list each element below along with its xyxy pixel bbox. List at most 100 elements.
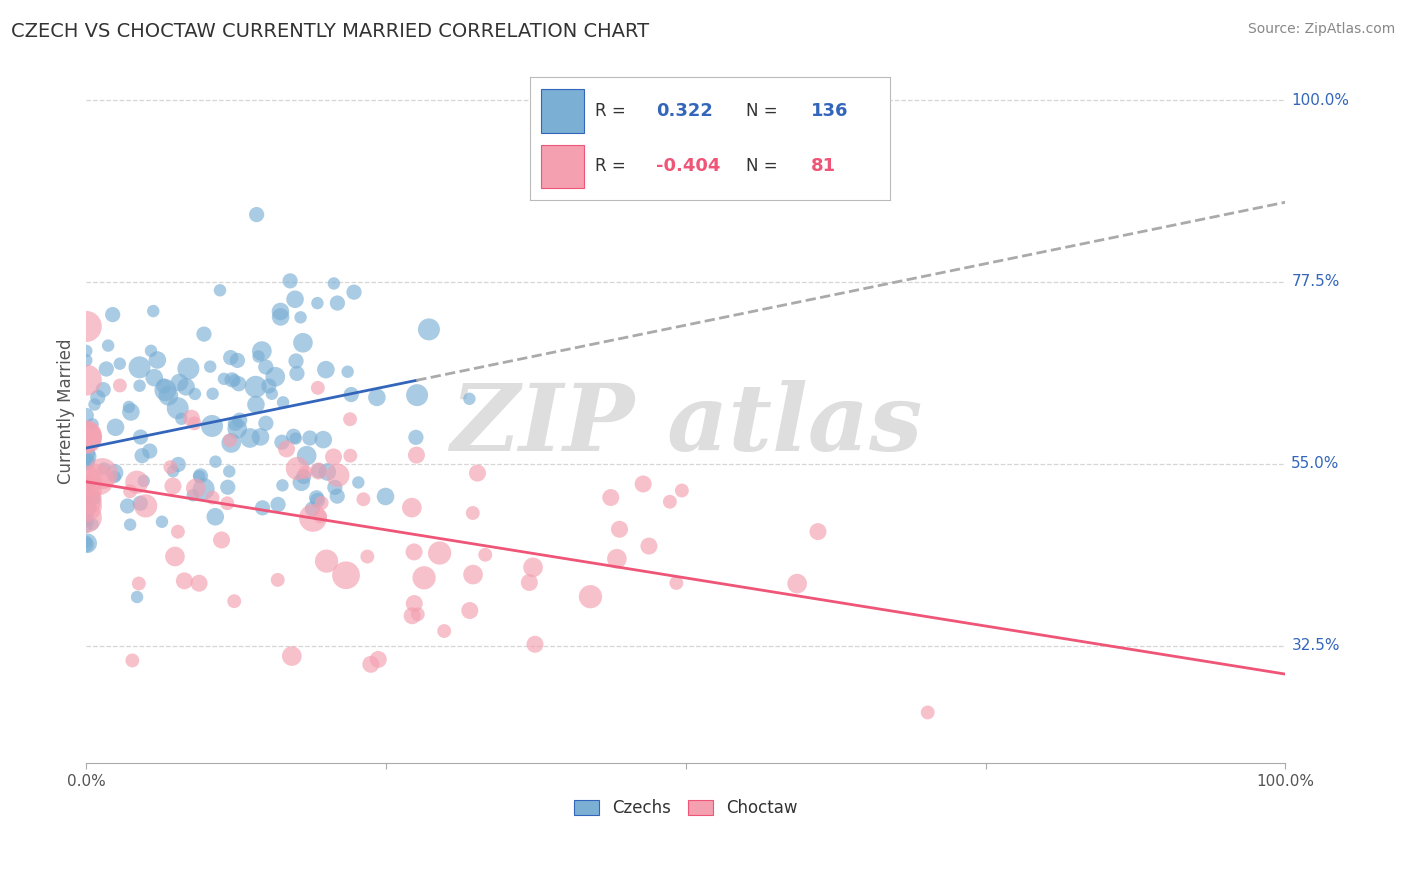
Point <box>201 386 224 401</box>
Point <box>75 510 97 524</box>
Point <box>658 494 681 508</box>
Point <box>467 466 489 480</box>
Point <box>104 470 127 484</box>
Point <box>522 560 544 574</box>
Point <box>75 500 97 515</box>
Point <box>163 549 186 564</box>
Point <box>82 417 104 432</box>
Point <box>309 509 332 524</box>
Point <box>125 475 148 490</box>
Point <box>287 461 309 475</box>
Text: CZECH VS CHOCTAW CURRENTLY MARRIED CORRELATION CHART: CZECH VS CHOCTAW CURRENTLY MARRIED CORRE… <box>11 22 650 41</box>
Point <box>245 398 267 412</box>
Point <box>308 464 330 478</box>
Point <box>87 390 110 404</box>
Point <box>128 360 150 375</box>
Point <box>308 464 330 478</box>
Point <box>96 362 118 376</box>
Point <box>208 283 231 297</box>
Point <box>671 483 693 498</box>
Point <box>315 362 337 376</box>
Point <box>108 357 131 371</box>
Point <box>278 274 301 288</box>
Point <box>579 590 602 604</box>
Point <box>257 379 280 393</box>
Point <box>75 535 97 549</box>
Point <box>269 304 291 318</box>
Point <box>217 480 239 494</box>
Point <box>91 383 114 397</box>
Point <box>413 571 436 585</box>
Point <box>169 376 191 390</box>
Text: ZIP atlas: ZIP atlas <box>450 380 922 470</box>
Point <box>290 310 312 325</box>
Point <box>298 431 321 445</box>
Point <box>181 488 204 502</box>
Point <box>917 706 939 720</box>
Point <box>212 372 235 386</box>
Point <box>374 490 396 504</box>
Point <box>188 576 211 591</box>
Point <box>267 573 290 587</box>
Point <box>271 478 294 492</box>
Point <box>276 442 298 456</box>
Point <box>139 343 162 358</box>
Point <box>76 515 98 529</box>
Point <box>339 449 361 463</box>
Point <box>336 365 359 379</box>
Point <box>152 379 174 393</box>
Point <box>104 420 127 434</box>
Point <box>75 474 97 488</box>
Point <box>461 567 484 582</box>
Point <box>75 483 97 498</box>
Point <box>433 624 456 638</box>
Point <box>367 652 389 666</box>
Point <box>75 428 97 442</box>
Point <box>75 430 97 444</box>
Point <box>339 412 361 426</box>
Point <box>87 473 110 487</box>
Point <box>291 335 314 350</box>
Point <box>75 513 97 527</box>
Point <box>224 417 246 431</box>
Point <box>75 494 97 508</box>
Point <box>305 491 328 505</box>
Point <box>405 430 427 444</box>
Point <box>142 304 165 318</box>
Point <box>290 475 312 490</box>
Point <box>75 508 97 522</box>
Point <box>638 539 661 553</box>
Point <box>139 444 162 458</box>
Point <box>184 481 207 495</box>
Point <box>157 389 180 403</box>
Point <box>301 502 323 516</box>
Point <box>326 296 349 310</box>
Point <box>75 373 97 387</box>
Point <box>267 497 290 511</box>
Point <box>93 461 115 475</box>
Point <box>75 478 97 492</box>
Point <box>219 351 242 365</box>
Point <box>405 448 427 462</box>
Point <box>316 465 339 479</box>
Point <box>606 551 628 566</box>
Point <box>294 465 316 479</box>
Point <box>517 575 540 590</box>
Point <box>219 436 242 450</box>
Text: 32.5%: 32.5% <box>1291 639 1340 653</box>
Point <box>270 310 292 324</box>
Point <box>271 395 294 409</box>
Point <box>224 373 246 387</box>
Point <box>360 657 382 672</box>
Point <box>807 524 830 539</box>
Point <box>190 469 212 483</box>
Point <box>284 292 307 306</box>
Point <box>285 354 308 368</box>
Point <box>523 637 546 651</box>
Point <box>418 322 440 336</box>
Point <box>75 319 97 334</box>
Point <box>211 533 233 547</box>
Point <box>295 449 318 463</box>
Point <box>128 576 150 591</box>
Point <box>458 603 481 617</box>
